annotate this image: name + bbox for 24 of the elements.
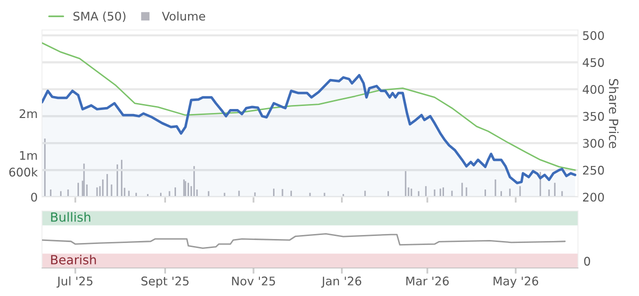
x-tick-label: Jan '26 xyxy=(321,276,362,288)
y-tick-label: 450 xyxy=(582,58,604,67)
x-tick-label: Nov '25 xyxy=(232,276,275,286)
y-tick-label: 350 xyxy=(583,112,604,121)
x-tick-label: Jul '25 xyxy=(56,276,92,288)
y2-tick-label: 600k xyxy=(9,167,38,177)
band-label: Bearish xyxy=(51,254,96,264)
y-tick-label: 300 xyxy=(583,138,604,148)
x-tick-label: Mar '26 xyxy=(406,276,449,286)
legend-label: Volume xyxy=(162,11,206,21)
y2-tick-label: 0 xyxy=(31,192,38,202)
y-tick-label: 500 xyxy=(583,31,604,40)
y-tick-label: 400 xyxy=(582,84,604,94)
y-axis-title: Share Price xyxy=(608,79,619,148)
y-tick-label: 200 xyxy=(583,192,604,202)
line-series xyxy=(42,42,576,171)
y-tick-label: 250 xyxy=(583,166,604,175)
legend-label: SMA (50) xyxy=(73,12,126,22)
x-tick-label: Sept '25 xyxy=(141,276,189,288)
y2-tick-label: 2m xyxy=(20,109,37,118)
y2-tick-label: 1m xyxy=(20,151,37,160)
text: 0 xyxy=(584,256,590,266)
x-tick-label: May '26 xyxy=(494,276,538,288)
band-label: Bullish xyxy=(51,212,90,222)
